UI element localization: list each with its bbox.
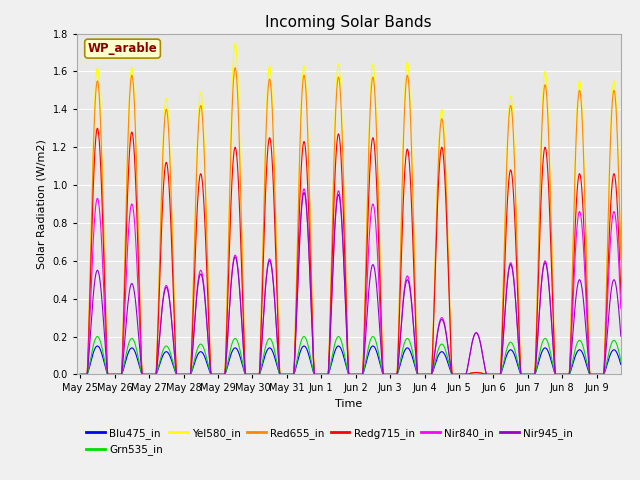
Nir840_in — [191, 321, 198, 326]
Redg715_in — [507, 167, 515, 173]
Red655_in — [191, 240, 198, 246]
Yel580_in — [406, 84, 413, 90]
Red655_in — [376, 266, 384, 272]
Redg715_in — [534, 291, 541, 297]
Line: Nir840_in: Nir840_in — [80, 189, 631, 374]
Yel580_in — [191, 234, 198, 240]
Nir840_in — [548, 327, 556, 333]
Blu475_in — [534, 362, 541, 368]
Blu475_in — [627, 372, 635, 377]
Yel580_in — [376, 262, 384, 267]
Nir840_in — [76, 372, 84, 377]
Nir945_in — [300, 190, 308, 195]
Grn535_in — [534, 359, 541, 364]
Nir840_in — [376, 311, 384, 317]
Redg715_in — [76, 372, 84, 377]
Blu475_in — [76, 372, 84, 377]
Nir945_in — [406, 285, 413, 290]
Red655_in — [76, 372, 84, 377]
Blu475_in — [376, 361, 384, 367]
Line: Grn535_in: Grn535_in — [80, 336, 631, 374]
Grn535_in — [507, 339, 515, 345]
Grn535_in — [191, 356, 198, 362]
Nir945_in — [507, 262, 515, 267]
Grn535_in — [93, 334, 101, 339]
Blu475_in — [507, 347, 515, 353]
Redg715_in — [191, 270, 198, 276]
Y-axis label: Solar Radiation (W/m2): Solar Radiation (W/m2) — [37, 139, 47, 269]
Nir840_in — [627, 372, 635, 377]
Grn535_in — [376, 358, 384, 364]
Title: Incoming Solar Bands: Incoming Solar Bands — [266, 15, 432, 30]
Redg715_in — [627, 372, 635, 377]
Grn535_in — [627, 372, 635, 377]
Nir945_in — [76, 372, 84, 377]
Nir945_in — [548, 328, 556, 334]
Red655_in — [231, 65, 239, 71]
Nir945_in — [191, 323, 198, 328]
Yel580_in — [507, 93, 515, 99]
Blu475_in — [191, 360, 198, 366]
X-axis label: Time: Time — [335, 399, 362, 409]
Blu475_in — [548, 361, 556, 367]
Grn535_in — [76, 372, 84, 377]
Grn535_in — [548, 358, 556, 363]
Nir945_in — [376, 333, 384, 338]
Redg715_in — [376, 288, 384, 293]
Red655_in — [534, 269, 541, 275]
Nir840_in — [300, 186, 308, 192]
Redg715_in — [406, 164, 413, 170]
Redg715_in — [548, 283, 556, 289]
Red655_in — [548, 259, 556, 265]
Yel580_in — [534, 264, 541, 270]
Nir840_in — [406, 281, 413, 287]
Yel580_in — [627, 372, 635, 377]
Red655_in — [507, 103, 515, 108]
Nir945_in — [534, 332, 541, 338]
Yel580_in — [548, 254, 556, 260]
Line: Blu475_in: Blu475_in — [80, 346, 631, 374]
Yel580_in — [231, 40, 239, 46]
Red655_in — [406, 96, 413, 102]
Blu475_in — [406, 347, 413, 353]
Grn535_in — [406, 338, 413, 344]
Nir840_in — [507, 260, 515, 265]
Line: Red655_in: Red655_in — [80, 68, 631, 374]
Nir840_in — [534, 331, 541, 337]
Nir945_in — [627, 372, 635, 377]
Text: WP_arable: WP_arable — [88, 42, 157, 55]
Legend: Blu475_in, Grn535_in, Yel580_in, Red655_in, Redg715_in, Nir840_in, Nir945_in: Blu475_in, Grn535_in, Yel580_in, Red655_… — [82, 424, 577, 459]
Blu475_in — [93, 343, 101, 349]
Line: Redg715_in: Redg715_in — [80, 128, 631, 374]
Yel580_in — [76, 372, 84, 377]
Line: Yel580_in: Yel580_in — [80, 43, 631, 374]
Line: Nir945_in: Nir945_in — [80, 192, 631, 374]
Redg715_in — [93, 125, 101, 131]
Red655_in — [627, 372, 635, 377]
